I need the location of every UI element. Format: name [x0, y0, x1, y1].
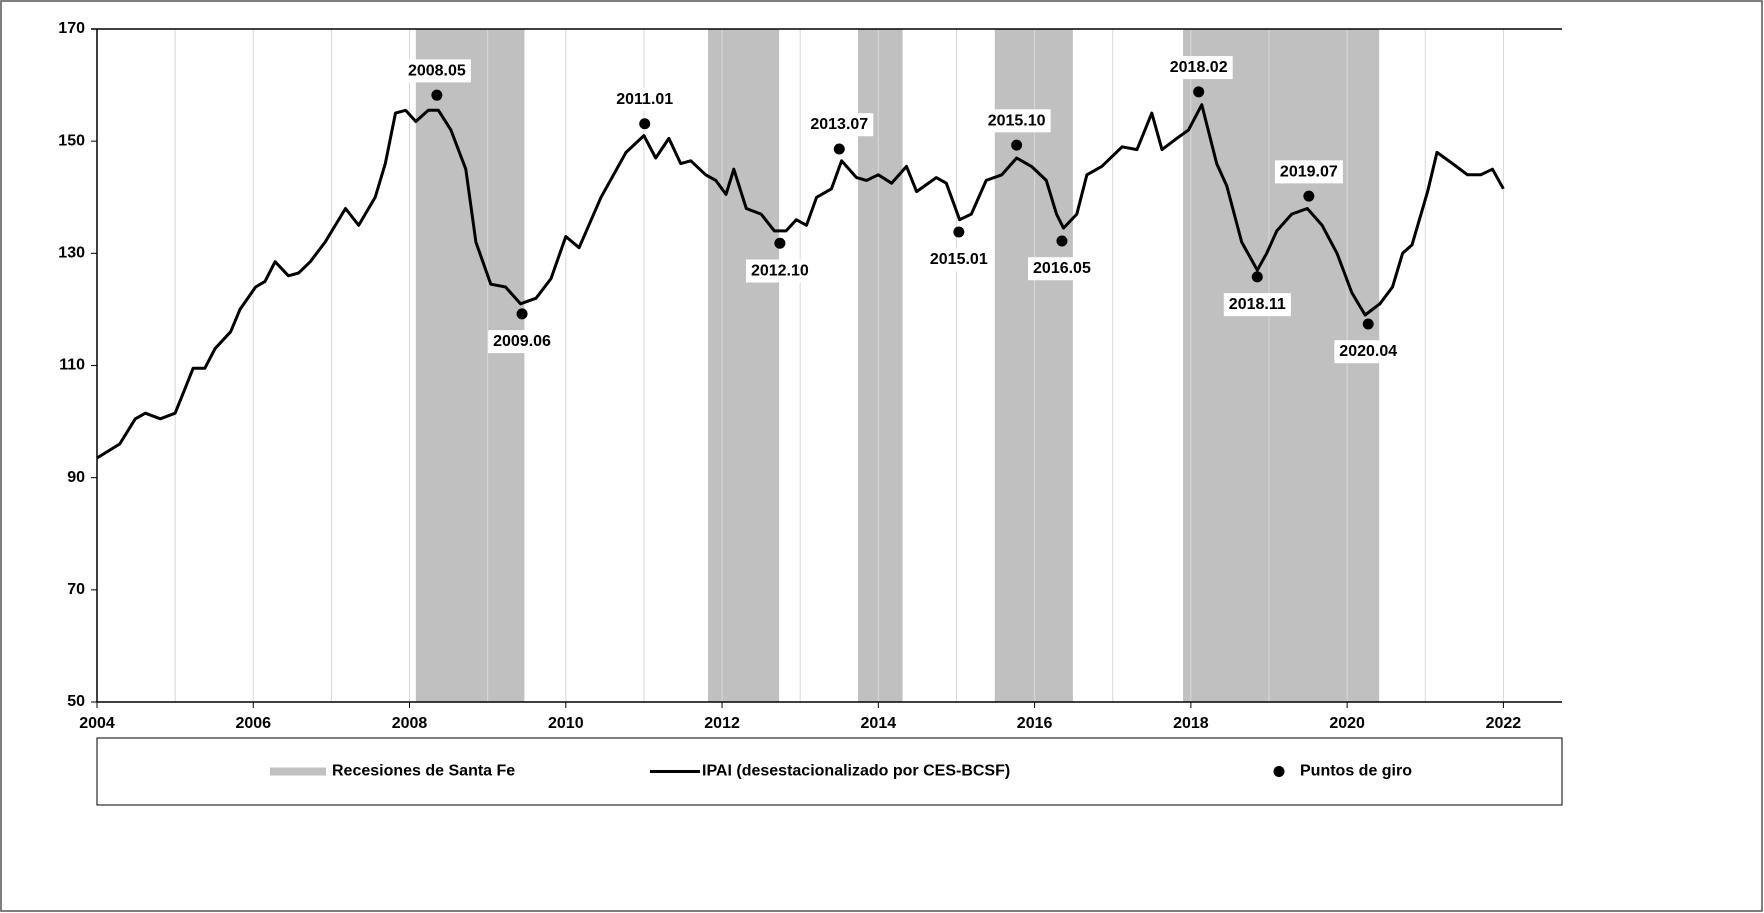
- turning-point-label-group: 2008.05: [402, 59, 471, 83]
- x-tick-label: 2010: [548, 715, 584, 732]
- turning-point: [1251, 271, 1263, 283]
- label-background: [982, 109, 1051, 133]
- series-line: [96, 103, 1505, 460]
- y-tick-label: 70: [67, 581, 85, 598]
- y-tick-label: 110: [59, 357, 85, 374]
- turning-point-label-group: 2012.10: [745, 259, 814, 283]
- recession-band: [1183, 29, 1380, 702]
- turning-point-label-group: 2018.02: [1164, 56, 1233, 80]
- label-background: [924, 248, 993, 272]
- recession-band: [415, 29, 525, 702]
- x-tick-label: 2018: [1173, 715, 1209, 732]
- label-background: [402, 59, 471, 83]
- turning-point-label-group: 2013.07: [805, 113, 874, 137]
- recession-band: [858, 29, 903, 702]
- turning-point-label-group: 2015.10: [982, 109, 1051, 133]
- turning-point-label: 2012.10: [751, 262, 809, 279]
- legend-swatch: [1273, 766, 1285, 777]
- legend-label: Recesiones de Santa Fe: [332, 763, 515, 780]
- turning-point: [1303, 190, 1315, 202]
- turning-point-label-group: 2009.06: [488, 330, 557, 354]
- label-background: [745, 259, 814, 283]
- x-tick-label: 2014: [861, 715, 897, 732]
- label-background: [805, 113, 874, 137]
- turning-point-label: 2009.06: [493, 333, 551, 350]
- x-tick-label: 2008: [392, 715, 428, 732]
- x-tick-label: 2012: [704, 715, 740, 732]
- label-background: [1164, 56, 1233, 80]
- y-tick-label: 90: [67, 469, 85, 486]
- turning-point: [1056, 235, 1068, 247]
- label-background: [488, 330, 557, 354]
- turning-point: [1362, 318, 1374, 330]
- turning-point-label-group: 2011.01: [611, 87, 679, 112]
- turning-point-label-group: 2018.11: [1223, 293, 1291, 317]
- legend-swatch: [270, 767, 326, 776]
- y-tick-label: 150: [58, 132, 85, 149]
- turning-point-label-group: 2019.07: [1274, 160, 1343, 184]
- recession-band: [994, 29, 1073, 702]
- turning-point-label-group: 2016.05: [1028, 257, 1096, 281]
- recession-band: [708, 29, 780, 702]
- turning-point: [431, 89, 443, 101]
- turning-point-label: 2018.11: [1229, 296, 1286, 313]
- y-tick-label: 170: [58, 20, 85, 37]
- label-background: [1334, 340, 1403, 364]
- x-tick-label: 2016: [1017, 715, 1053, 732]
- turning-point-label: 2015.10: [988, 112, 1046, 129]
- turning-point-label: 2011.01: [616, 91, 673, 108]
- turning-point-label: 2008.05: [408, 62, 466, 79]
- turning-point-label: 2016.05: [1033, 260, 1091, 277]
- x-tick-label: 2022: [1486, 715, 1522, 732]
- turning-point: [953, 226, 965, 238]
- turning-point: [833, 143, 845, 155]
- x-tick-label: 2004: [79, 715, 115, 732]
- label-background: [1223, 293, 1291, 317]
- turning-point: [516, 308, 528, 320]
- turning-point-label: 2018.02: [1170, 59, 1228, 76]
- x-tick-label: 2020: [1329, 715, 1365, 732]
- y-tick-label: 50: [67, 693, 85, 710]
- turning-point: [639, 118, 651, 130]
- turning-point-label-group: 2015.01: [924, 248, 993, 272]
- label-background: [1028, 257, 1096, 281]
- turning-point-label: 2020.04: [1339, 343, 1397, 360]
- legend-label: Puntos de giro: [1300, 763, 1412, 780]
- turning-point-label-group: 2020.04: [1334, 340, 1403, 364]
- turning-point-label: 2015.01: [930, 251, 988, 268]
- y-tick-label: 130: [58, 245, 85, 262]
- turning-point-label: 2013.07: [810, 116, 868, 133]
- turning-point-label: 2019.07: [1280, 163, 1338, 180]
- legend-label: IPAI (desestacionalizado por CES-BCSF): [702, 763, 1010, 780]
- turning-point: [774, 237, 786, 249]
- legend-box: [96, 737, 1563, 806]
- label-background: [611, 87, 679, 112]
- turning-point: [1193, 86, 1205, 98]
- turning-point: [1011, 139, 1023, 151]
- x-tick-label: 2006: [235, 715, 271, 732]
- label-background: [1274, 160, 1343, 184]
